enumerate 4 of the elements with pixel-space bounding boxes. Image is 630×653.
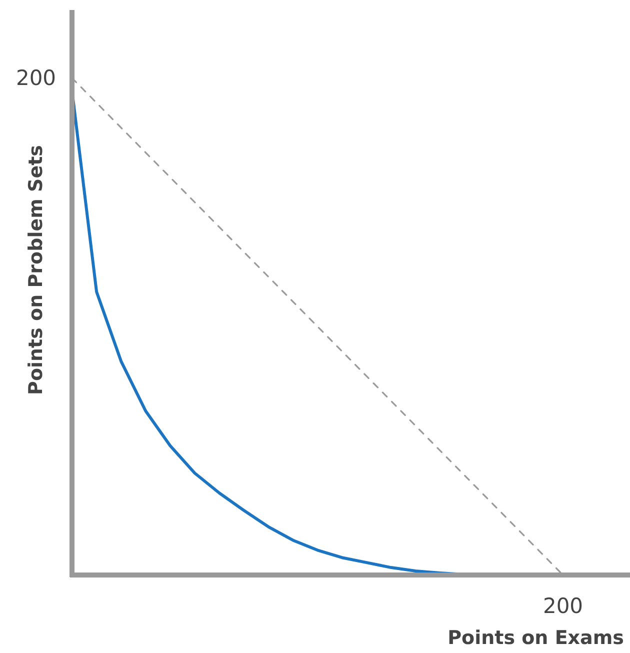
x-axis-title: Points on Exams	[448, 627, 624, 649]
text: 200	[542, 594, 584, 618]
text: 200	[16, 66, 56, 90]
y-axis-title: Points on Problem Sets	[25, 145, 47, 395]
